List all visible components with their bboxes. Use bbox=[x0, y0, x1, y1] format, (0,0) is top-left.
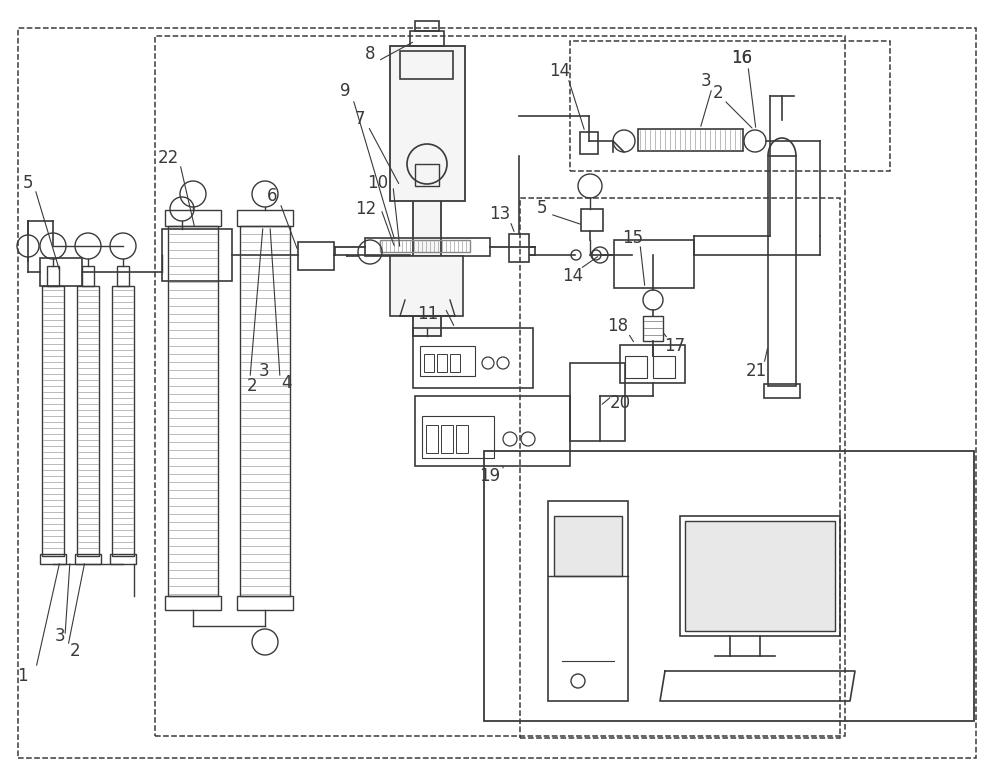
Text: 19: 19 bbox=[479, 467, 501, 485]
Text: 16: 16 bbox=[731, 49, 753, 67]
Bar bbox=[112, 286, 134, 556]
Bar bbox=[410, 31, 444, 46]
Bar bbox=[390, 46, 465, 201]
Bar bbox=[768, 156, 796, 386]
Bar bbox=[520, 198, 840, 738]
Text: 15: 15 bbox=[622, 229, 644, 247]
Bar bbox=[413, 328, 533, 388]
Bar bbox=[625, 356, 647, 378]
Text: 3: 3 bbox=[55, 627, 65, 645]
Bar bbox=[580, 132, 598, 154]
Bar bbox=[390, 256, 463, 316]
Bar bbox=[424, 354, 434, 372]
Bar bbox=[570, 363, 625, 441]
Text: 22: 22 bbox=[157, 149, 179, 167]
Bar bbox=[685, 521, 835, 631]
Bar bbox=[237, 596, 293, 610]
Text: 14: 14 bbox=[549, 62, 571, 80]
Bar bbox=[554, 516, 622, 576]
Text: 12: 12 bbox=[355, 200, 377, 218]
Text: 5: 5 bbox=[23, 174, 33, 192]
Bar bbox=[168, 226, 218, 596]
Text: 7: 7 bbox=[355, 110, 365, 128]
Bar bbox=[82, 266, 94, 286]
Text: 1: 1 bbox=[17, 667, 27, 685]
Bar bbox=[162, 229, 232, 281]
Bar bbox=[420, 346, 475, 376]
Text: 6: 6 bbox=[267, 187, 277, 205]
Bar bbox=[75, 554, 101, 564]
Bar bbox=[415, 21, 439, 31]
Bar bbox=[764, 384, 800, 398]
Bar bbox=[456, 425, 468, 453]
Bar bbox=[47, 266, 59, 286]
Bar bbox=[422, 416, 494, 458]
Bar bbox=[400, 51, 453, 79]
Bar bbox=[77, 286, 99, 556]
Bar bbox=[570, 41, 890, 171]
Bar bbox=[413, 46, 441, 336]
Bar bbox=[40, 554, 66, 564]
Bar bbox=[643, 316, 663, 341]
Bar bbox=[620, 345, 685, 383]
Bar bbox=[40, 258, 82, 286]
Bar bbox=[165, 210, 221, 226]
Bar bbox=[110, 554, 136, 564]
Bar bbox=[653, 356, 675, 378]
Text: 16: 16 bbox=[731, 49, 753, 67]
Bar bbox=[426, 425, 438, 453]
Bar bbox=[155, 36, 845, 736]
Text: 5: 5 bbox=[537, 199, 547, 217]
Bar bbox=[638, 129, 743, 151]
Bar bbox=[548, 501, 628, 701]
Bar bbox=[298, 242, 334, 270]
Bar bbox=[415, 396, 570, 466]
Bar bbox=[450, 354, 460, 372]
Bar bbox=[441, 425, 453, 453]
Bar bbox=[165, 596, 221, 610]
Bar bbox=[415, 164, 439, 186]
Bar bbox=[484, 451, 974, 721]
Text: 4: 4 bbox=[281, 374, 291, 392]
Text: 2: 2 bbox=[247, 377, 257, 395]
Bar bbox=[365, 238, 490, 256]
Bar bbox=[509, 234, 529, 262]
Bar bbox=[237, 210, 293, 226]
Bar bbox=[380, 240, 470, 252]
Text: 9: 9 bbox=[340, 82, 350, 100]
Text: 14: 14 bbox=[562, 267, 584, 285]
Bar bbox=[581, 209, 603, 231]
Text: 18: 18 bbox=[607, 317, 629, 335]
Bar bbox=[614, 240, 694, 288]
Text: 17: 17 bbox=[664, 337, 686, 355]
Text: 3: 3 bbox=[259, 362, 269, 380]
Text: 8: 8 bbox=[365, 45, 375, 63]
Text: 2: 2 bbox=[70, 642, 80, 660]
Text: 2: 2 bbox=[713, 84, 723, 102]
Bar bbox=[680, 516, 840, 636]
Text: 11: 11 bbox=[417, 305, 439, 323]
Bar bbox=[117, 266, 129, 286]
Text: 13: 13 bbox=[489, 205, 511, 223]
Text: 20: 20 bbox=[609, 394, 631, 412]
Text: 21: 21 bbox=[745, 362, 767, 380]
Bar bbox=[240, 226, 290, 596]
Text: 3: 3 bbox=[701, 72, 711, 90]
Text: 10: 10 bbox=[367, 174, 389, 192]
Bar bbox=[437, 354, 447, 372]
Bar bbox=[42, 286, 64, 556]
